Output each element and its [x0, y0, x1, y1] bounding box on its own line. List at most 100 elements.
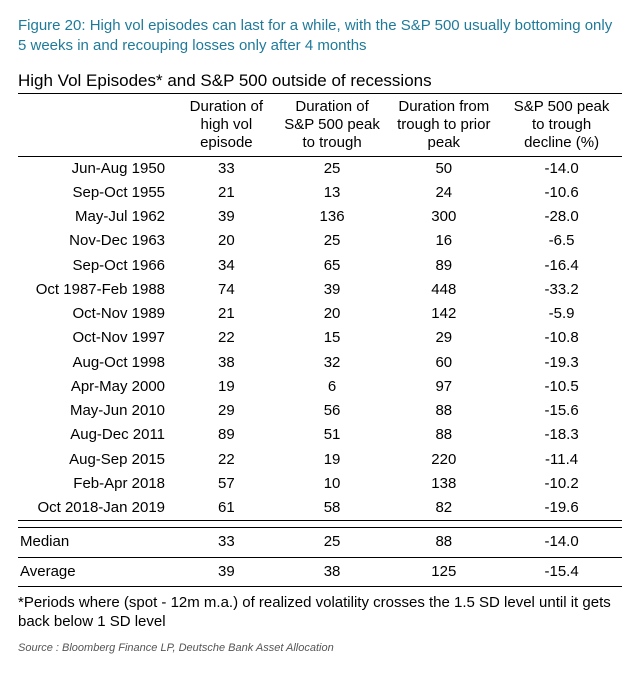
table-row: Oct 2018-Jan 2019615882-19.6 [18, 496, 622, 521]
table-row: Sep-Oct 1966346589-16.4 [18, 254, 622, 278]
table-cell: 19 [278, 448, 387, 472]
table-cell: -19.3 [501, 351, 622, 375]
table-cell: 21 [175, 302, 278, 326]
table-cell: 25 [278, 528, 387, 557]
table-row: Nov-Dec 1963202516-6.5 [18, 229, 622, 253]
table-cell: 88 [386, 528, 501, 557]
table-cell: 39 [175, 557, 278, 586]
table-median-row: Median332588-14.0 [18, 528, 622, 557]
table-cell: May-Jul 1962 [18, 205, 175, 229]
table-cell: 34 [175, 254, 278, 278]
col-header-duration-vol: Duration of high vol episode [175, 93, 278, 156]
table-cell: -33.2 [501, 278, 622, 302]
table-cell: 57 [175, 472, 278, 496]
table-cell: 448 [386, 278, 501, 302]
col-header-period [18, 93, 175, 156]
table-cell: 38 [278, 557, 387, 586]
table-row: May-Jun 2010295688-15.6 [18, 399, 622, 423]
table-cell: -15.6 [501, 399, 622, 423]
table-cell: -28.0 [501, 205, 622, 229]
table-cell: -10.6 [501, 181, 622, 205]
table-row: Oct 1987-Feb 19887439448-33.2 [18, 278, 622, 302]
table-cell: 38 [175, 351, 278, 375]
table-cell: Aug-Sep 2015 [18, 448, 175, 472]
table-cell: 29 [386, 326, 501, 350]
table-row: Apr-May 200019697-10.5 [18, 375, 622, 399]
table-cell: Oct-Nov 1997 [18, 326, 175, 350]
col-header-duration-trough-peak: Duration from trough to prior peak [386, 93, 501, 156]
table-cell: 51 [278, 423, 387, 447]
table-row: Aug-Oct 1998383260-19.3 [18, 351, 622, 375]
table-cell: Nov-Dec 1963 [18, 229, 175, 253]
table-cell: 15 [278, 326, 387, 350]
table-row: Oct-Nov 1997221529-10.8 [18, 326, 622, 350]
table-cell: -11.4 [501, 448, 622, 472]
table-cell: 89 [386, 254, 501, 278]
table-cell: 19 [175, 375, 278, 399]
table-cell: 24 [386, 181, 501, 205]
table-cell: 88 [386, 423, 501, 447]
table-cell: -5.9 [501, 302, 622, 326]
col-header-duration-peak-trough: Duration of S&P 500 peak to trough [278, 93, 387, 156]
table-cell: Feb-Apr 2018 [18, 472, 175, 496]
table-row: Aug-Dec 2011895188-18.3 [18, 423, 622, 447]
table-cell: 74 [175, 278, 278, 302]
table-cell: 125 [386, 557, 501, 586]
table-cell: May-Jun 2010 [18, 399, 175, 423]
table-cell: 82 [386, 496, 501, 521]
table-cell: -19.6 [501, 496, 622, 521]
table-average-row: Average3938125-15.4 [18, 557, 622, 586]
table-row: Sep-Oct 1955211324-10.6 [18, 181, 622, 205]
table-cell: 65 [278, 254, 387, 278]
table-cell: 136 [278, 205, 387, 229]
table-cell: -10.2 [501, 472, 622, 496]
table-cell: -6.5 [501, 229, 622, 253]
table-row: Aug-Sep 20152219220-11.4 [18, 448, 622, 472]
col-header-decline: S&P 500 peak to trough decline (%) [501, 93, 622, 156]
table-header-row: Duration of high vol episode Duration of… [18, 93, 622, 156]
table-cell: Aug-Oct 1998 [18, 351, 175, 375]
table-cell: Sep-Oct 1955 [18, 181, 175, 205]
table-cell: Jun-Aug 1950 [18, 156, 175, 181]
table-row: Feb-Apr 20185710138-10.2 [18, 472, 622, 496]
table-cell: 97 [386, 375, 501, 399]
table-cell: 58 [278, 496, 387, 521]
source-line: Source : Bloomberg Finance LP, Deutsche … [18, 642, 622, 654]
table-cell: -14.0 [501, 528, 622, 557]
table-separator [18, 521, 622, 528]
table-cell: -16.4 [501, 254, 622, 278]
table-cell: 25 [278, 156, 387, 181]
table-cell: 10 [278, 472, 387, 496]
table-cell: 50 [386, 156, 501, 181]
table-cell: 20 [278, 302, 387, 326]
figure-subtitle: High Vol Episodes* and S&P 500 outside o… [18, 71, 622, 91]
vol-episodes-table: Duration of high vol episode Duration of… [18, 93, 622, 587]
table-cell: -10.8 [501, 326, 622, 350]
table-cell: 61 [175, 496, 278, 521]
table-cell: 22 [175, 326, 278, 350]
table-cell: -14.0 [501, 156, 622, 181]
table-cell: 32 [278, 351, 387, 375]
table-cell: 33 [175, 528, 278, 557]
table-row: May-Jul 196239136300-28.0 [18, 205, 622, 229]
table-cell: 21 [175, 181, 278, 205]
table-footnote: *Periods where (spot - 12m m.a.) of real… [18, 593, 622, 632]
table-cell: 142 [386, 302, 501, 326]
table-cell: 56 [278, 399, 387, 423]
table-cell: -18.3 [501, 423, 622, 447]
table-cell: 220 [386, 448, 501, 472]
table-cell: 60 [386, 351, 501, 375]
table-cell: 16 [386, 229, 501, 253]
table-cell: 29 [175, 399, 278, 423]
table-cell: Median [18, 528, 175, 557]
table-cell: Apr-May 2000 [18, 375, 175, 399]
table-cell: -10.5 [501, 375, 622, 399]
table-cell: 13 [278, 181, 387, 205]
table-cell: 6 [278, 375, 387, 399]
table-cell: 22 [175, 448, 278, 472]
table-cell: 39 [278, 278, 387, 302]
figure-title: Figure 20: High vol episodes can last fo… [18, 16, 622, 57]
table-row: Oct-Nov 19892120142-5.9 [18, 302, 622, 326]
table-cell: Oct 2018-Jan 2019 [18, 496, 175, 521]
table-cell: 20 [175, 229, 278, 253]
